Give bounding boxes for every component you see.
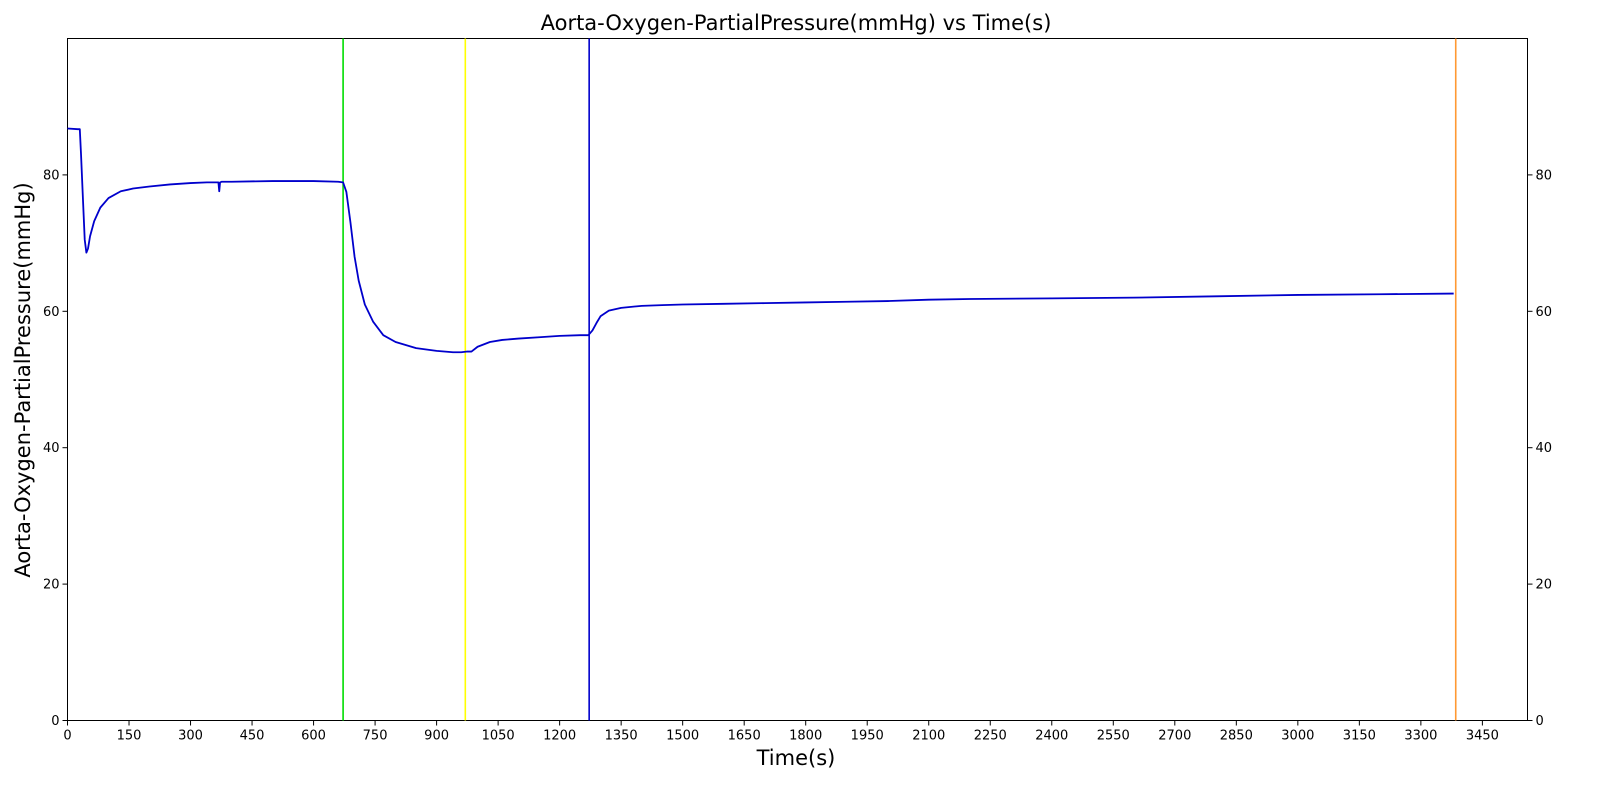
x-tick-label: 900 bbox=[424, 729, 449, 744]
x-tick-label: 1650 bbox=[728, 729, 761, 744]
x-tick-label: 0 bbox=[63, 729, 71, 744]
y-tick-label-right: 80 bbox=[1536, 168, 1553, 183]
x-tick-label: 1500 bbox=[666, 729, 699, 744]
x-tick-label: 2850 bbox=[1220, 729, 1253, 744]
y-axis-label: Aorta-Oxygen-PartialPressure(mmHg) bbox=[11, 182, 35, 577]
y-tick-label-left: 20 bbox=[43, 578, 60, 593]
plot-frame bbox=[67, 38, 1528, 721]
marker-lines bbox=[342, 38, 1457, 721]
x-tick-label: 2550 bbox=[1097, 729, 1130, 744]
x-tick-label: 1200 bbox=[543, 729, 576, 744]
x-tick-label: 1050 bbox=[482, 729, 515, 744]
x-tick-label: 1350 bbox=[605, 729, 638, 744]
x-axis-label: Time(s) bbox=[756, 746, 836, 770]
x-tick-label: 150 bbox=[117, 729, 142, 744]
x-axis: 0 150 300 450 600 750 900 1050 1200 1350 1500 1650 1… bbox=[63, 720, 1499, 744]
chart-title: Aorta-Oxygen-PartialPressure(mmHg) vs Ti… bbox=[541, 11, 1052, 35]
x-tick-label: 2700 bbox=[1158, 729, 1191, 744]
plot-area bbox=[67, 38, 1528, 721]
x-tick-label: 450 bbox=[240, 729, 265, 744]
x-tick-label: 750 bbox=[363, 729, 388, 744]
y-tick-label-right: 20 bbox=[1536, 578, 1553, 593]
x-tick-label: 1800 bbox=[789, 729, 822, 744]
x-tick-label: 2250 bbox=[974, 729, 1007, 744]
x-tick-label: 3000 bbox=[1281, 729, 1314, 744]
y-tick-label-right: 0 bbox=[1536, 714, 1544, 729]
x-tick-label: 2100 bbox=[912, 729, 945, 744]
y-tick-label-left: 60 bbox=[43, 305, 60, 320]
y-axis-right: 0 20 40 60 80 bbox=[1527, 168, 1553, 729]
x-tick-label: 2400 bbox=[1035, 729, 1068, 744]
y-tick-label-right: 40 bbox=[1536, 441, 1553, 456]
y-tick-label-right: 60 bbox=[1536, 305, 1553, 320]
y-tick-label-left: 80 bbox=[43, 168, 60, 183]
x-tick-label: 3150 bbox=[1343, 729, 1376, 744]
series-group bbox=[67, 127, 1454, 354]
x-tick-label: 1950 bbox=[851, 729, 884, 744]
y-tick-label-left: 0 bbox=[51, 714, 59, 729]
x-tick-label: 600 bbox=[301, 729, 326, 744]
x-tick-label: 3300 bbox=[1404, 729, 1437, 744]
x-tick-label: 3450 bbox=[1466, 729, 1499, 744]
x-tick-label: 300 bbox=[178, 729, 203, 744]
series-line bbox=[67, 127, 1454, 354]
y-tick-label-left: 40 bbox=[43, 441, 60, 456]
y-axis-left: 0 20 40 60 80 bbox=[43, 168, 68, 729]
